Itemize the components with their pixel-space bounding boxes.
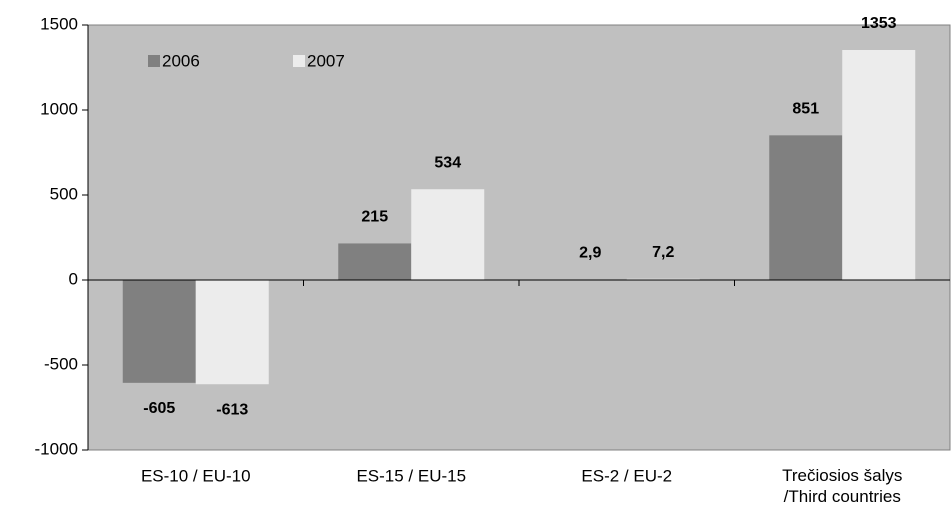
value-label: 7,2 — [652, 244, 674, 261]
value-label: -605 — [143, 400, 175, 417]
x-tick-label: Trečiosios šalys/Third countries — [782, 466, 902, 506]
bar — [195, 280, 269, 385]
y-tick-label: 0 — [69, 269, 78, 288]
legend-swatch — [293, 55, 305, 67]
value-label: 1353 — [861, 15, 897, 32]
bar — [338, 243, 412, 280]
legend-swatch — [148, 55, 160, 67]
value-label: 2,9 — [579, 245, 601, 262]
bar — [842, 49, 916, 280]
y-tick-label: 1500 — [40, 14, 78, 33]
y-tick-label: 1000 — [40, 99, 78, 118]
legend-label: 2006 — [162, 51, 200, 70]
x-tick-label: ES-15 / EU-15 — [356, 466, 466, 485]
y-tick-label: -1000 — [35, 439, 78, 458]
value-label: 851 — [792, 101, 819, 118]
bar — [122, 280, 196, 383]
value-label: 215 — [361, 209, 388, 226]
bar — [769, 135, 843, 280]
x-tick-label: ES-2 / EU-2 — [581, 466, 672, 485]
legend-label: 2007 — [307, 51, 345, 70]
y-tick-label: -500 — [44, 354, 78, 373]
bar — [411, 189, 485, 280]
bar — [626, 278, 700, 280]
x-tick-label: ES-10 / EU-10 — [141, 466, 251, 485]
value-label: 534 — [434, 154, 461, 171]
value-label: -613 — [216, 401, 248, 418]
y-tick-label: 500 — [50, 184, 78, 203]
